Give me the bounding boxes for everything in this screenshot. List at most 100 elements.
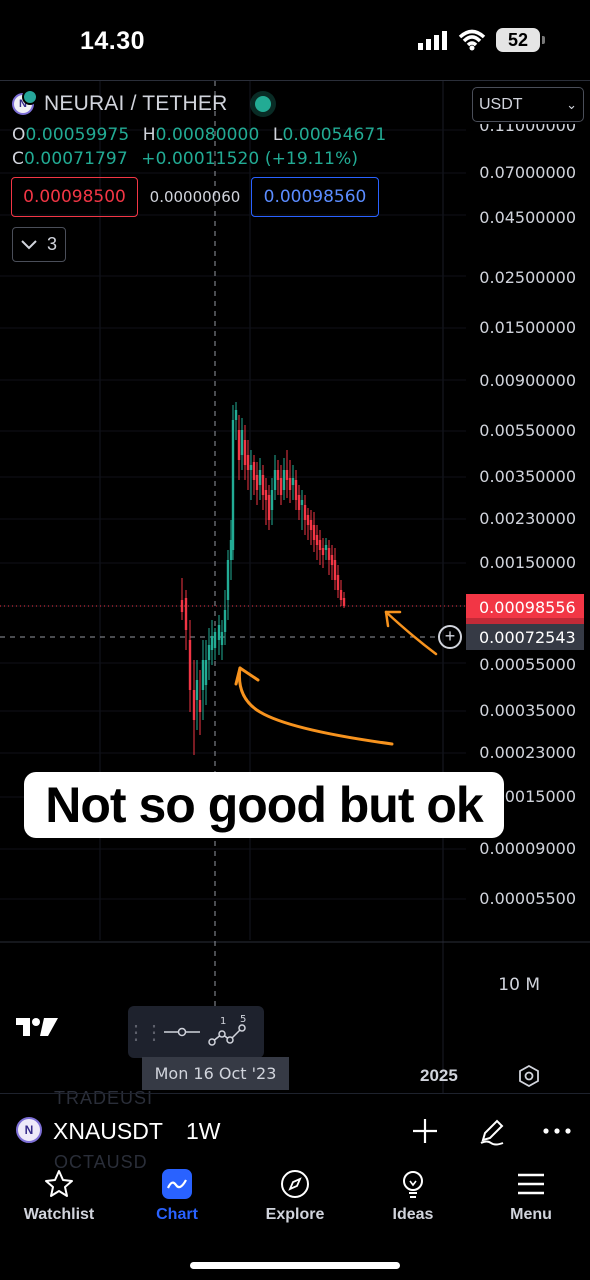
candle-body [267, 495, 271, 520]
candle-body [297, 495, 301, 510]
status-icons: 52 [418, 28, 545, 52]
time-axis-year: 2025 [420, 1066, 458, 1085]
spread-value: 0.00000060 [149, 188, 241, 206]
neurai-logo-icon: N [12, 89, 38, 115]
candle-body [243, 440, 247, 465]
price-axis-label: 0.00023000 [479, 743, 576, 762]
candle-body [180, 600, 184, 612]
candle-body [198, 700, 202, 712]
chart-settings-icon[interactable] [518, 1065, 540, 1087]
candle-body [333, 560, 337, 580]
candle-body [261, 475, 265, 495]
candle-body [220, 632, 224, 645]
annotation-arrow-2 [384, 610, 438, 656]
market-open-indicator [255, 96, 272, 112]
candle-body [184, 598, 188, 630]
tab-watchlist-label: Watchlist [23, 1206, 95, 1223]
candle-body [306, 515, 310, 525]
pair-header[interactable]: N NEURAI / TETHER [12, 89, 272, 116]
candle-body [303, 505, 307, 520]
bottom-divider [0, 1093, 590, 1094]
tab-explore-label: Explore [265, 1206, 325, 1223]
tab-explore[interactable]: Explore [236, 1168, 354, 1238]
add-alert-plus-icon[interactable]: + [438, 625, 462, 649]
ohlc-line-1: O0.00059975 H0.00080000 L0.00054671 [12, 125, 394, 145]
price-axis-label: 0.02500000 [479, 268, 576, 287]
tab-ideas[interactable]: Ideas [354, 1168, 472, 1238]
price-axis-label: 0.00009000 [479, 839, 576, 858]
candle-body [210, 636, 214, 650]
tool-label-a: 1 [220, 1016, 226, 1027]
drag-handle-icon[interactable]: ⋮⋮ [126, 1021, 164, 1044]
tab-bar[interactable]: Watchlist Chart Explore Ideas Menu [0, 1168, 590, 1238]
candle-body [285, 470, 289, 480]
candle-body [201, 660, 205, 690]
candle-body [312, 525, 316, 540]
symbol-name[interactable]: XNAUSDT [53, 1118, 163, 1144]
candle-body [188, 640, 192, 690]
price-axis-label: 0.01500000 [479, 318, 576, 337]
compass-icon [279, 1168, 311, 1200]
caption-overlay: Not so good but ok [24, 772, 504, 838]
chevron-down-icon: ⌄ [566, 97, 577, 112]
tool-label-b: 5 [240, 1014, 246, 1025]
sell-button[interactable]: 0.00098500 [11, 177, 138, 217]
candle-body [249, 465, 253, 470]
candle-body [237, 430, 241, 460]
candle-body [327, 548, 331, 560]
candle-body [217, 625, 221, 640]
crosshair-price-tag: 0.00072543 [466, 624, 584, 650]
candle-body [315, 535, 319, 545]
price-axis-label: 0.00005500 [479, 889, 576, 908]
status-bar: 14.30 52 [0, 0, 590, 80]
battery-indicator: 52 [496, 28, 545, 52]
high-key: H [142, 125, 156, 145]
currency-select[interactable]: USDT ⌄ [472, 87, 584, 122]
price-axis-label: 0.00550000 [479, 421, 576, 440]
candle-body [318, 540, 322, 550]
candle-body [204, 660, 208, 685]
low-key: L [272, 125, 283, 145]
candle-body [255, 475, 259, 490]
interval-selector[interactable]: 1W [186, 1118, 221, 1144]
price-axis-label: 0.00230000 [479, 509, 576, 528]
menu-icon [515, 1168, 547, 1200]
open-value: 0.00059975 [25, 125, 130, 145]
candle-body [240, 430, 244, 455]
cellular-signal-icon [418, 31, 447, 50]
candle-body [291, 478, 295, 485]
high-value: 0.00080000 [155, 125, 260, 145]
chevron-down-icon [21, 239, 37, 249]
drawing-toolbar[interactable]: ⋮⋮ 1 5 [126, 1006, 264, 1058]
tab-watchlist[interactable]: Watchlist [0, 1168, 118, 1238]
tab-ideas-label: Ideas [392, 1206, 434, 1223]
pencil-icon[interactable] [477, 1116, 507, 1146]
indicators-toggle[interactable]: 3 [12, 227, 66, 262]
candle-body [192, 690, 196, 720]
ghost-watermark-2: OCTAUSD [54, 1152, 148, 1172]
path-tool-icon[interactable]: 1 5 [204, 1012, 252, 1052]
symbol-row[interactable]: N XNAUSDT 1W [0, 1108, 590, 1154]
more-options-icon[interactable] [542, 1116, 572, 1146]
close-key: C [12, 149, 24, 169]
candle-body [339, 590, 343, 600]
price-axis-label: 0.11000000 [479, 124, 576, 134]
candle-body [234, 410, 238, 420]
price-axis-label: 0.00150000 [479, 553, 576, 572]
candle-body [288, 478, 292, 490]
price-chart[interactable] [0, 81, 590, 1093]
buy-button[interactable]: 0.00098560 [251, 177, 379, 217]
candle-body [207, 645, 211, 660]
tab-menu[interactable]: Menu [472, 1168, 590, 1238]
top-divider [0, 80, 590, 81]
xna-logo-icon: N [16, 1117, 42, 1143]
status-time: 14.30 [80, 27, 146, 55]
candle-body [229, 540, 233, 560]
price-axis-label: 0.00350000 [479, 467, 576, 486]
plus-icon[interactable] [410, 1116, 440, 1146]
tab-chart[interactable]: Chart [118, 1168, 236, 1238]
candle-body [252, 462, 256, 480]
candle-body [282, 470, 286, 490]
chart-icon [162, 1169, 192, 1199]
horizontal-line-tool-icon[interactable] [160, 1017, 204, 1047]
